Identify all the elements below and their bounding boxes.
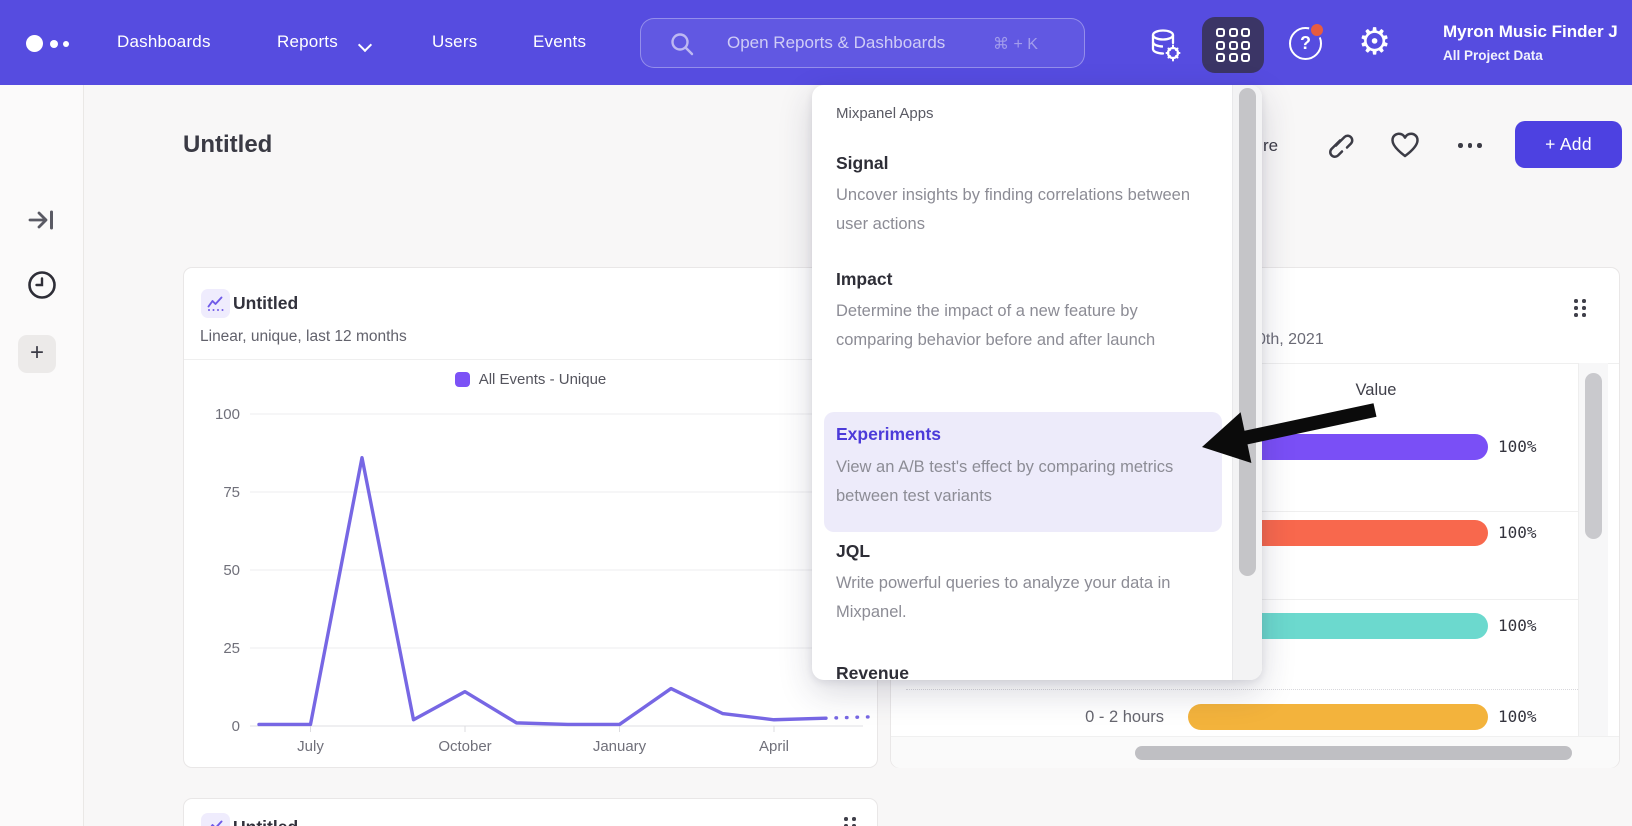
apps-menu-header: Mixpanel Apps — [836, 105, 934, 122]
mixpanel-apps-menu: Mixpanel Apps Signal Uncover insights by… — [812, 85, 1262, 680]
menu-item-impact-description[interactable]: Determine the impact of a new feature by… — [836, 302, 1156, 349]
search-shortcut: ⌘ + K — [993, 36, 1038, 53]
card-divider — [184, 359, 877, 360]
share-button-fragment[interactable]: re — [1263, 136, 1279, 155]
apps-grid-icon — [1216, 28, 1250, 62]
chart-legend[interactable]: All Events - Unique — [184, 371, 877, 388]
svg-text:50: 50 — [223, 562, 240, 579]
nav-item-dashboards[interactable]: Dashboards — [117, 32, 211, 51]
insights-report-icon — [201, 289, 230, 318]
report-title[interactable]: Untitled — [233, 817, 298, 826]
menu-item-revenue[interactable]: Revenue — [836, 663, 909, 680]
recents-clock-icon[interactable] — [26, 269, 58, 301]
settings-gear-icon[interactable]: ⚙ — [1358, 21, 1392, 62]
x-axis-label: April — [758, 738, 789, 755]
x-axis-label: October — [438, 738, 492, 755]
bar-row-3-bar[interactable] — [1188, 704, 1488, 730]
svg-text:25: 25 — [223, 640, 240, 657]
menu-item-impact[interactable]: Impact — [836, 269, 893, 289]
card-drag-handle-icon[interactable] — [844, 817, 856, 826]
bar-row-0-value: 100% — [1498, 437, 1537, 456]
nav-item-users[interactable]: Users — [432, 32, 478, 51]
bar-row-3-value: 100% — [1498, 707, 1537, 726]
menu-item-experiments[interactable]: Experiments — [836, 424, 942, 444]
legend-label: All Events - Unique — [478, 371, 607, 388]
card-drag-handle-icon[interactable] — [1574, 299, 1586, 317]
insights-report-icon — [201, 813, 230, 826]
add-button[interactable]: + Add — [1515, 121, 1622, 168]
line-chart[interactable]: 100 75 50 25 0 — [184, 268, 879, 769]
project-subtitle: All Project Data — [1443, 48, 1543, 63]
left-rail: + — [0, 85, 84, 826]
vertical-scrollbar-track[interactable] — [1578, 363, 1608, 736]
favorite-heart-icon[interactable] — [1389, 130, 1421, 160]
horizontal-scrollbar-thumb[interactable] — [1135, 746, 1572, 760]
x-axis-label: January — [592, 738, 647, 755]
menu-item-experiments-highlight[interactable] — [824, 412, 1222, 532]
second-report-card: Untitled — [183, 798, 878, 826]
row-divider-dotted — [906, 689, 1578, 690]
menu-item-jql[interactable]: JQL — [836, 541, 871, 561]
page-title: Untitled — [183, 131, 273, 158]
search-placeholder: Open Reports & Dashboards — [727, 33, 946, 52]
menu-scrollbar-track[interactable] — [1232, 85, 1262, 680]
project-switcher[interactable]: Myron Music Finder J All Project Data — [1443, 22, 1632, 63]
more-options-icon[interactable] — [1458, 143, 1482, 148]
report-title[interactable]: Untitled — [233, 293, 299, 313]
search-icon — [671, 33, 694, 56]
apps-grid-button[interactable] — [1202, 17, 1264, 73]
svg-text:100: 100 — [215, 406, 240, 423]
copy-link-icon[interactable] — [1328, 130, 1356, 160]
nav-item-events[interactable]: Events — [533, 32, 587, 51]
project-name: Myron Music Finder J — [1443, 22, 1618, 41]
x-axis-label: July — [297, 738, 324, 755]
collapse-sidebar-icon[interactable] — [28, 207, 56, 233]
report-date-range: 0th, 2021 — [1257, 331, 1324, 348]
menu-item-signal[interactable]: Signal — [836, 153, 889, 173]
menu-item-experiments-description[interactable]: View an A/B test's effect by comparing m… — [836, 458, 1174, 505]
bar-row-3-label: 0 - 2 hours — [1085, 708, 1164, 726]
insights-report-card: Untitled Linear, unique, last 12 months … — [183, 267, 879, 769]
horizontal-scrollbar-track[interactable] — [891, 736, 1619, 768]
search-input[interactable]: Open Reports & Dashboards ⌘ + K — [640, 18, 1085, 68]
data-management-icon[interactable] — [1147, 26, 1183, 64]
notification-badge — [1309, 22, 1325, 38]
legend-swatch — [454, 372, 470, 387]
value-column-header: Value — [1355, 381, 1397, 399]
top-nav: Dashboards Reports Users Events Open Rep… — [0, 0, 1632, 85]
svg-text:0: 0 — [232, 718, 240, 735]
bar-row-2-value: 100% — [1498, 616, 1537, 635]
menu-item-signal-description[interactable]: Uncover insights by finding correlations… — [836, 186, 1191, 233]
help-icon[interactable]: ? — [1289, 27, 1322, 60]
report-subtitle: Linear, unique, last 12 months — [200, 328, 407, 345]
vertical-scrollbar-thumb[interactable] — [1585, 373, 1602, 539]
add-board-button[interactable]: + — [18, 335, 56, 373]
menu-item-jql-description[interactable]: Write powerful queries to analyze your d… — [836, 574, 1171, 621]
menu-scrollbar-thumb[interactable] — [1239, 88, 1256, 576]
mixpanel-logo-icon[interactable] — [26, 34, 78, 54]
bar-row-1-value: 100% — [1498, 523, 1537, 542]
chevron-down-icon[interactable] — [357, 37, 373, 53]
nav-item-reports[interactable]: Reports — [277, 32, 338, 51]
svg-text:75: 75 — [223, 484, 240, 501]
